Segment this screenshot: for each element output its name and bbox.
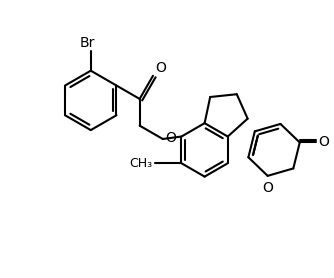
Text: O: O xyxy=(155,61,166,75)
Text: O: O xyxy=(262,181,273,195)
Text: Br: Br xyxy=(80,36,95,50)
Text: O: O xyxy=(165,131,176,145)
Text: O: O xyxy=(318,135,329,150)
Text: CH₃: CH₃ xyxy=(130,157,153,170)
